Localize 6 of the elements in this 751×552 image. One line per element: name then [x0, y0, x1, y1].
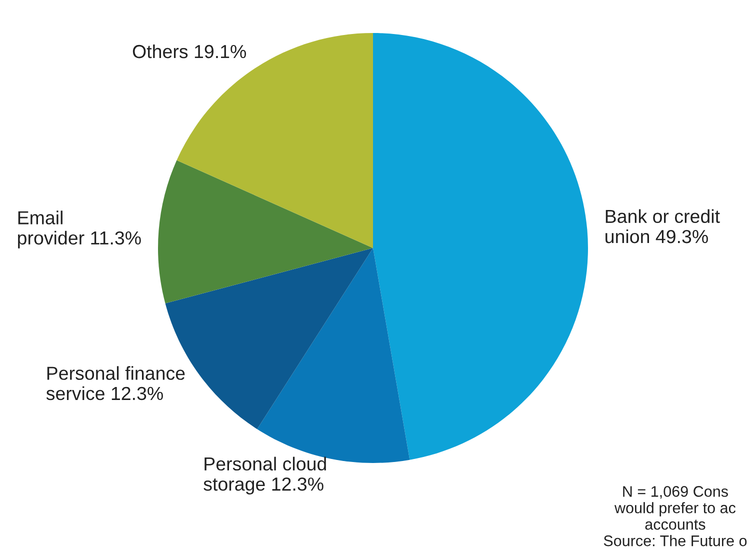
text: N = 1,069 Cons would prefer to ac accounts Source: The Future o [604, 486, 747, 546]
slice-label: Bank or credit union 49.3% [606, 209, 720, 244]
slice-label: Email provider 11.3% [18, 210, 141, 248]
slice-label: Others 19.1% [132, 44, 246, 58]
slice-label: Personal finance service 12.3% [46, 366, 185, 400]
slice-label: Personal cloud storage 12.3% [204, 456, 326, 494]
